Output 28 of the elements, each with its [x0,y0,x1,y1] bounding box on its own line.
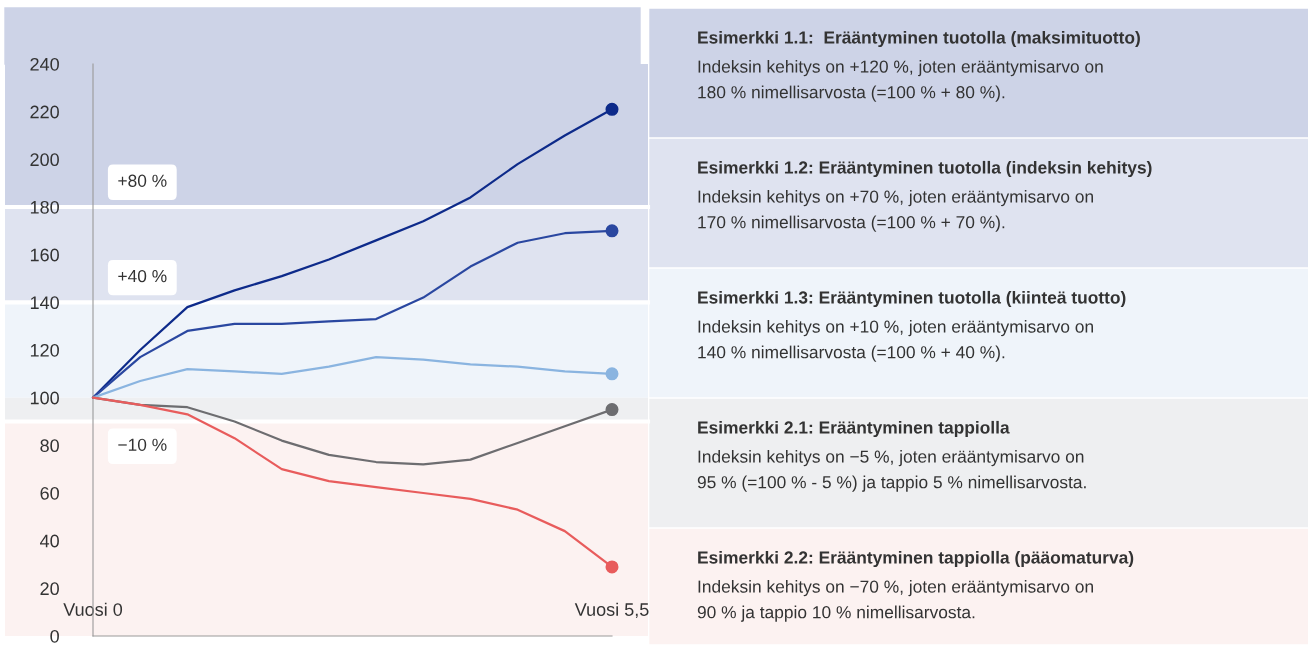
y-tick-label: 240 [30,57,59,71]
text: Esimerkki 2.2: Erääntyminen tappiolla (pääomaturva) [698,550,1134,568]
text: Esimerkki 1.2: Erääntyminen tuotolla (indeksin kehitys) [698,160,1152,178]
text: Indeksin kehitys on +70 %, joten erääntymisarvo on 170 % nimellisarvosta (=100 % + 70 %). [698,190,1093,232]
x-tick-label: Vuosi 0 [63,602,123,616]
y-tick-label: 40 [40,534,59,548]
text: Esimerkki 1.1: Erääntyminen tuotolla (maksimituotto) [698,30,1140,48]
y-tick-label: 180 [30,200,59,214]
annotation: +40 % [118,269,167,283]
y-tick-label: 140 [30,296,59,310]
y-tick-label: 100 [30,391,59,405]
y-tick-label: 60 [40,486,59,500]
y-tick-label: 0 [50,629,59,643]
text: Esimerkki 1.3: Erääntyminen tuotolla (kiinteä tuotto) [698,290,1126,308]
y-tick-label: 80 [40,439,59,453]
y-tick-label: 120 [30,343,59,357]
text: Indeksin kehitys on −5 %, joten erääntymisarvo on 95 % (=100 % - 5 %) ja tappio 5 % nimellisarvosta. [697,450,1086,492]
annotation: +80 % [118,174,167,187]
text: Indeksin kehitys on +10 %, joten erääntymisarvo on 140 % nimellisarvosta (=100 % + 40 %). [698,320,1093,362]
y-tick-label: 220 [30,105,59,119]
x-tick-label: Vuosi 5,5 [574,602,649,619]
text: Indeksin kehitys on −70 %, joten erääntymisarvo on 90 % ja tappio 10 % nimellisarvosta. [697,580,1093,622]
y-tick-label: 20 [40,582,59,596]
annotation: −10 % [118,438,167,451]
text: Indeksin kehitys on +120 %, joten erääntymisarvo on 180 % nimellisarvosta (=100 % + 80 %). [698,60,1103,102]
y-tick-label: 160 [30,248,59,262]
text: Esimerkki 2.1: Erääntyminen tappiolla [698,420,1010,438]
y-tick-label: 200 [30,153,59,167]
